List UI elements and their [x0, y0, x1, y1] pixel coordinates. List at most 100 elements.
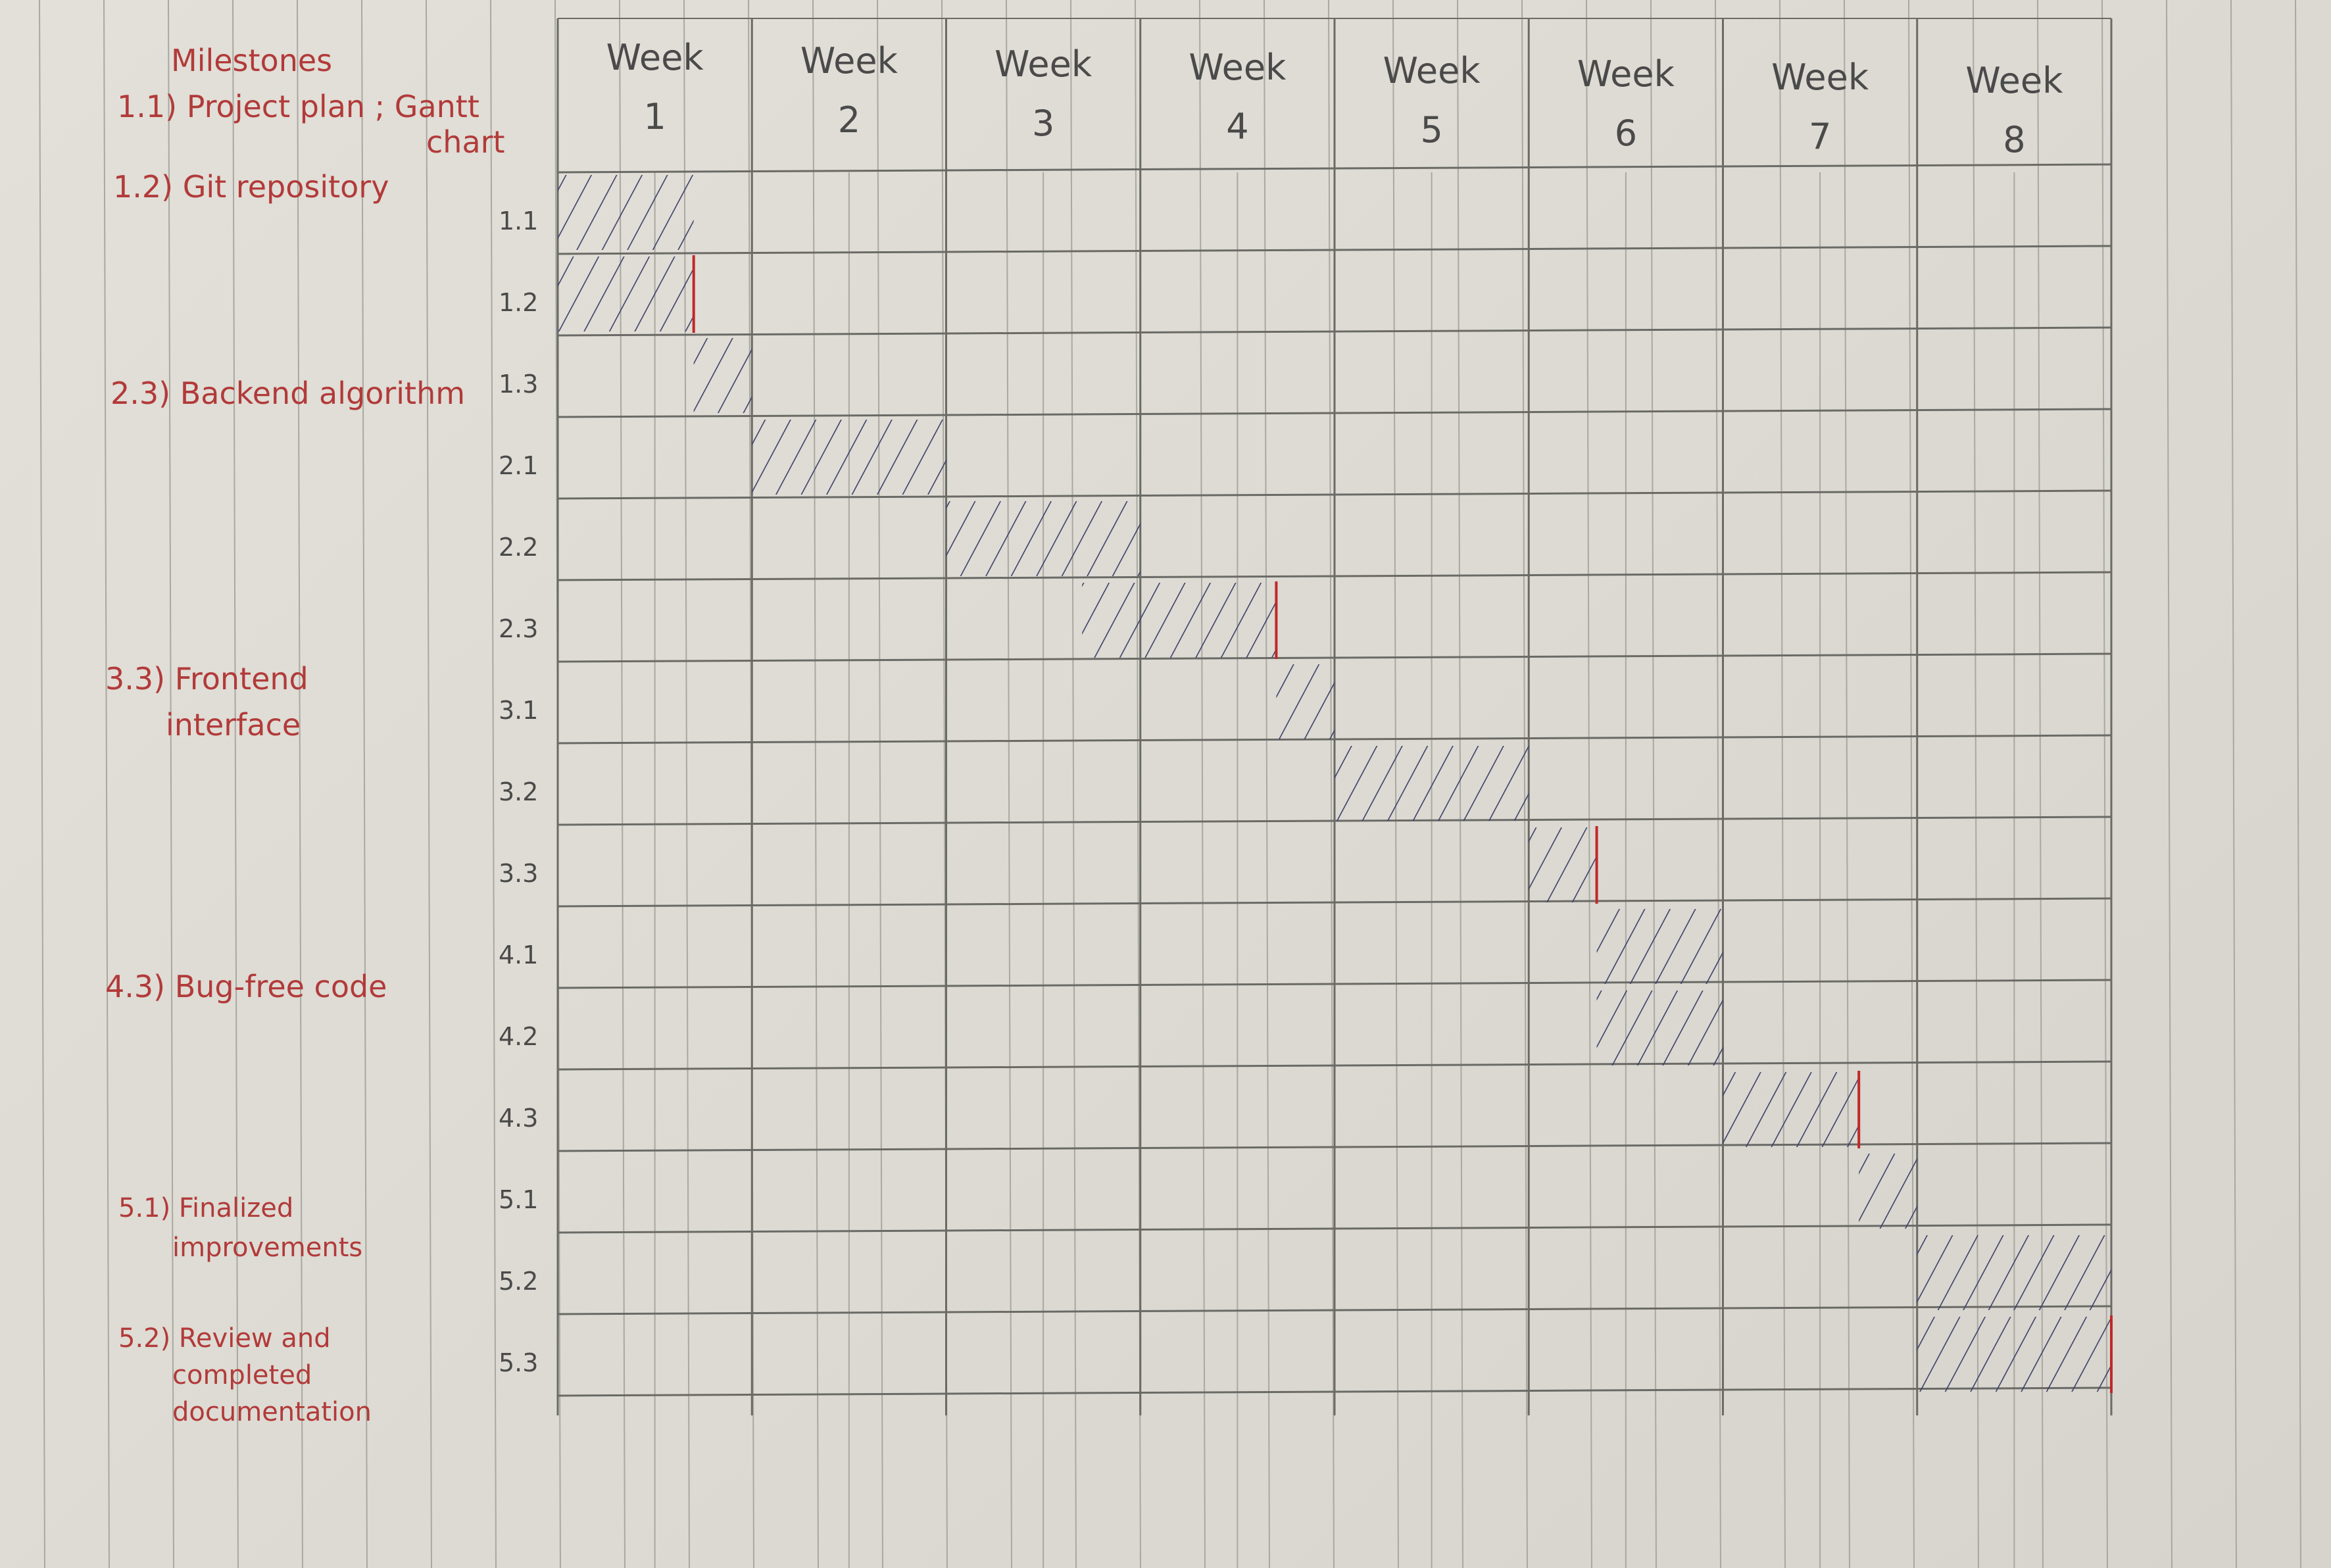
- milestone-label: 5.2) Review and: [118, 1323, 331, 1354]
- week-number: 1: [643, 96, 666, 137]
- milestone-label: 4.3) Bug-free code: [105, 969, 387, 1004]
- task-bar: [946, 501, 1141, 576]
- paper-rule-vertical: [1844, 0, 1850, 1568]
- task-row-labels: 1.1 1.2 1.3 2.1 2.2 2.3 3.1 3.2 3.3 4.1 4.2 4.3 5.1 5…: [499, 207, 538, 1377]
- paper-rule-vertical: [2166, 0, 2172, 1568]
- week-header-label: Week: [606, 37, 704, 78]
- paper-rule-vertical: [490, 0, 497, 1568]
- task-bar: [1917, 1317, 2111, 1392]
- row-divider: [557, 652, 2112, 663]
- task-bar: [1917, 1235, 2111, 1310]
- milestone-label: 1.2) Git repository: [113, 169, 389, 205]
- row-divider: [557, 163, 2112, 174]
- row-divider: [557, 1223, 2112, 1234]
- paper-rule-vertical: [877, 0, 883, 1568]
- week-number: 7: [1809, 116, 1831, 157]
- paper-rule-vertical: [1650, 0, 1657, 1568]
- milestone-label: interface: [166, 707, 301, 743]
- paper-rule-vertical: [168, 0, 174, 1568]
- row-divider: [557, 897, 2112, 908]
- row-divider: [557, 489, 2112, 500]
- paper-rule-vertical: [361, 0, 368, 1568]
- task-id-label: 2.1: [499, 451, 538, 480]
- week-number: 3: [1032, 103, 1054, 144]
- week-headers: Week 1 Week 2 Week 3 Week 4 Week 5 Week 6 Week 7 Week 8: [606, 37, 2063, 160]
- task-id-label: 5.2: [499, 1267, 538, 1296]
- task-id-label: 5.1: [499, 1185, 538, 1214]
- paper-rule-vertical: [1328, 0, 1335, 1568]
- task-id-label: 1.2: [499, 288, 538, 317]
- paper-rule-vertical: [232, 0, 239, 1568]
- task-id-label: 3.3: [499, 859, 538, 888]
- task-id-label: 2.2: [499, 533, 538, 562]
- task-id-label: 4.3: [499, 1104, 538, 1133]
- paper-rule-vertical: [2295, 0, 2301, 1568]
- milestones-heading: Milestones: [171, 43, 332, 78]
- week-number: 2: [838, 99, 860, 141]
- milestone-label: documentation: [172, 1397, 372, 1427]
- milestone-label: 3.3) Frontend: [105, 661, 308, 697]
- row-divider: [557, 1305, 2112, 1315]
- task-bar: [1082, 583, 1277, 658]
- task-id-label: 2.3: [499, 614, 538, 643]
- task-bar: [1335, 746, 1529, 821]
- paper-rule-vertical: [1586, 0, 1592, 1568]
- week-number: 8: [2003, 119, 2025, 160]
- task-bar: [558, 175, 694, 250]
- row-divider: [557, 1060, 2112, 1071]
- paper-rule-vertical: [2230, 0, 2237, 1568]
- milestone-label: 5.1) Finalized: [118, 1193, 293, 1223]
- row-divider: [557, 1386, 2112, 1397]
- task-bar: [1859, 1154, 1917, 1229]
- milestone-label: 2.3) Backend algorithm: [110, 376, 465, 411]
- task-bar: [1723, 1072, 1859, 1147]
- task-bars: [558, 175, 2113, 1393]
- task-bar: [1276, 664, 1335, 739]
- task-bar: [693, 338, 752, 413]
- task-id-label: 1.3: [499, 370, 538, 399]
- week-header-label: Week: [1577, 53, 1675, 95]
- task-id-label: 5.3: [499, 1348, 538, 1377]
- paper-rule-vertical: [1264, 0, 1270, 1568]
- major-grid: [556, 18, 2113, 1415]
- task-bar: [558, 257, 694, 331]
- row-divider: [557, 571, 2112, 581]
- row-divider: [557, 245, 2112, 255]
- task-bar: [1596, 909, 1723, 984]
- week-header-label: Week: [994, 43, 1092, 85]
- minor-grid: [39, 0, 2301, 1568]
- week-header-label: Week: [1383, 50, 1481, 91]
- paper-rule-vertical: [426, 0, 432, 1568]
- task-id-label: 1.1: [499, 207, 538, 235]
- task-id-label: 4.1: [499, 941, 538, 969]
- task-bar: [1596, 991, 1723, 1066]
- row-divider: [557, 979, 2112, 989]
- task-id-label: 3.1: [499, 696, 538, 725]
- paper-rule-vertical: [1779, 0, 1786, 1568]
- milestone-label: 1.1) Project plan ; Gantt: [117, 89, 479, 124]
- paper-rule-vertical: [103, 0, 110, 1568]
- week-header-label: Week: [1189, 47, 1287, 88]
- task-id-label: 4.2: [499, 1022, 538, 1051]
- row-divider: [557, 408, 2112, 418]
- week-number: 5: [1420, 109, 1442, 151]
- milestones-list: Milestones 1.1) Project plan ; Ganttchart…: [105, 43, 505, 1427]
- paper-rule-vertical: [39, 0, 45, 1568]
- paper-rule-vertical: [812, 0, 819, 1568]
- task-bar: [752, 420, 946, 495]
- week-header-label: Week: [1965, 60, 2063, 101]
- paper-rule-vertical: [1070, 0, 1077, 1568]
- milestone-label: improvements: [172, 1233, 362, 1263]
- milestone-label: completed: [172, 1360, 312, 1390]
- paper-rule-vertical: [1908, 0, 1915, 1568]
- week-number: 4: [1226, 106, 1248, 147]
- paper-rule-vertical: [1715, 0, 1721, 1568]
- paper-rule-vertical: [1006, 0, 1012, 1568]
- week-header-label: Week: [800, 40, 898, 82]
- week-number: 6: [1615, 112, 1637, 154]
- task-bar: [1529, 827, 1597, 902]
- milestone-label: chart: [426, 124, 505, 160]
- week-header-label: Week: [1771, 57, 1869, 98]
